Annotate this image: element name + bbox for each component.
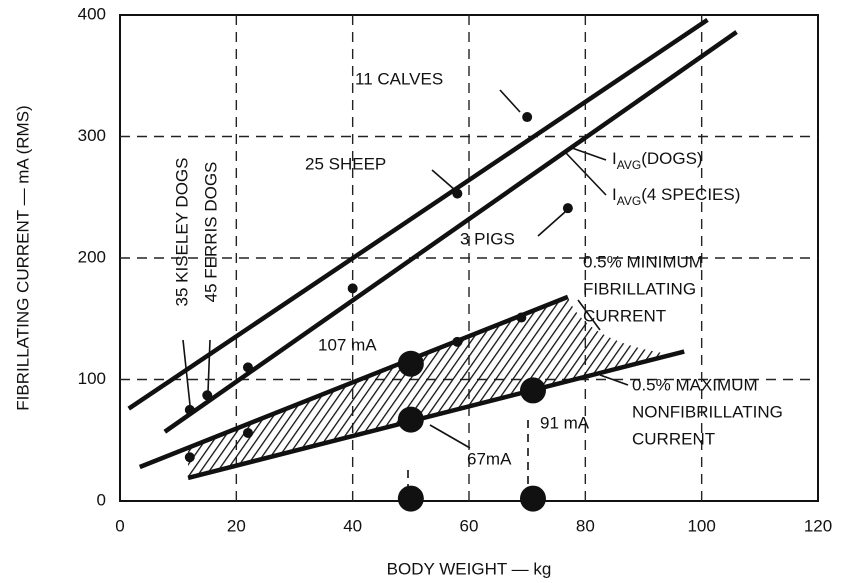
series-label: IAVG(DOGS) bbox=[612, 149, 703, 172]
line bbox=[163, 30, 738, 434]
data-point bbox=[516, 312, 527, 323]
label-rest: (4 SPECIES) bbox=[641, 185, 740, 204]
annotation: 25 SHEEP bbox=[305, 154, 386, 173]
line bbox=[127, 17, 709, 411]
annotation: 11 CALVES bbox=[355, 69, 443, 88]
annotation: 67mA bbox=[467, 449, 512, 468]
data-point bbox=[562, 203, 573, 214]
data-point bbox=[202, 390, 213, 401]
series-label: CURRENT bbox=[583, 306, 666, 325]
marker bbox=[397, 406, 424, 433]
x-tick-label: 80 bbox=[576, 516, 595, 535]
annotation: 3 PIGS bbox=[460, 229, 515, 248]
annotation: 45 FERRIS DOGS bbox=[201, 162, 220, 303]
label-sub: AVG bbox=[617, 158, 641, 172]
x-tick-label: 20 bbox=[227, 516, 246, 535]
y-tick-label: 100 bbox=[78, 369, 106, 388]
series-label: CURRENT bbox=[632, 429, 715, 448]
marker bbox=[397, 485, 424, 512]
x-tick-label: 100 bbox=[687, 516, 715, 535]
y-tick-label: 0 bbox=[97, 490, 106, 509]
annotation: 107 mA bbox=[318, 335, 377, 354]
label-main: I bbox=[612, 149, 617, 168]
line bbox=[138, 294, 569, 470]
y-tick-label: 400 bbox=[78, 4, 106, 23]
marker bbox=[519, 377, 546, 404]
data-point bbox=[522, 112, 533, 123]
data-point bbox=[184, 404, 195, 415]
x-tick-label: 40 bbox=[343, 516, 362, 535]
series-label: IAVG(4 SPECIES) bbox=[612, 185, 740, 208]
line bbox=[187, 349, 685, 481]
x-axis-label: BODY WEIGHT — kg bbox=[387, 559, 552, 578]
series-label: NONFIBRILLATING bbox=[632, 402, 783, 421]
x-tick-label: 60 bbox=[460, 516, 479, 535]
series-label: 0.5% MAXIMUM bbox=[632, 375, 758, 394]
marker bbox=[519, 485, 546, 512]
annotation: 91 mA bbox=[540, 413, 590, 432]
label-rest: (DOGS) bbox=[641, 149, 702, 168]
y-tick-label: 200 bbox=[78, 247, 106, 266]
label-sub: AVG bbox=[617, 194, 641, 208]
data-point bbox=[452, 336, 463, 347]
data-point bbox=[184, 452, 195, 463]
x-tick-label: 120 bbox=[804, 516, 832, 535]
hatch-region bbox=[188, 296, 673, 478]
y-tick-label: 300 bbox=[78, 126, 106, 145]
data-point bbox=[347, 283, 358, 294]
x-tick-label: 0 bbox=[115, 516, 124, 535]
annotation: 35 KISELEY DOGS bbox=[172, 158, 191, 307]
marker bbox=[397, 350, 424, 377]
label-main: I bbox=[612, 185, 617, 204]
series-label: 0.5% MINIMUM bbox=[583, 252, 703, 271]
y-axis-label: FIBRILLATING CURRENT — mA (RMS) bbox=[13, 105, 32, 410]
data-point bbox=[242, 362, 253, 373]
data-point bbox=[242, 427, 253, 438]
data-point bbox=[452, 188, 463, 199]
series-label: FIBRILLATING bbox=[583, 279, 696, 298]
